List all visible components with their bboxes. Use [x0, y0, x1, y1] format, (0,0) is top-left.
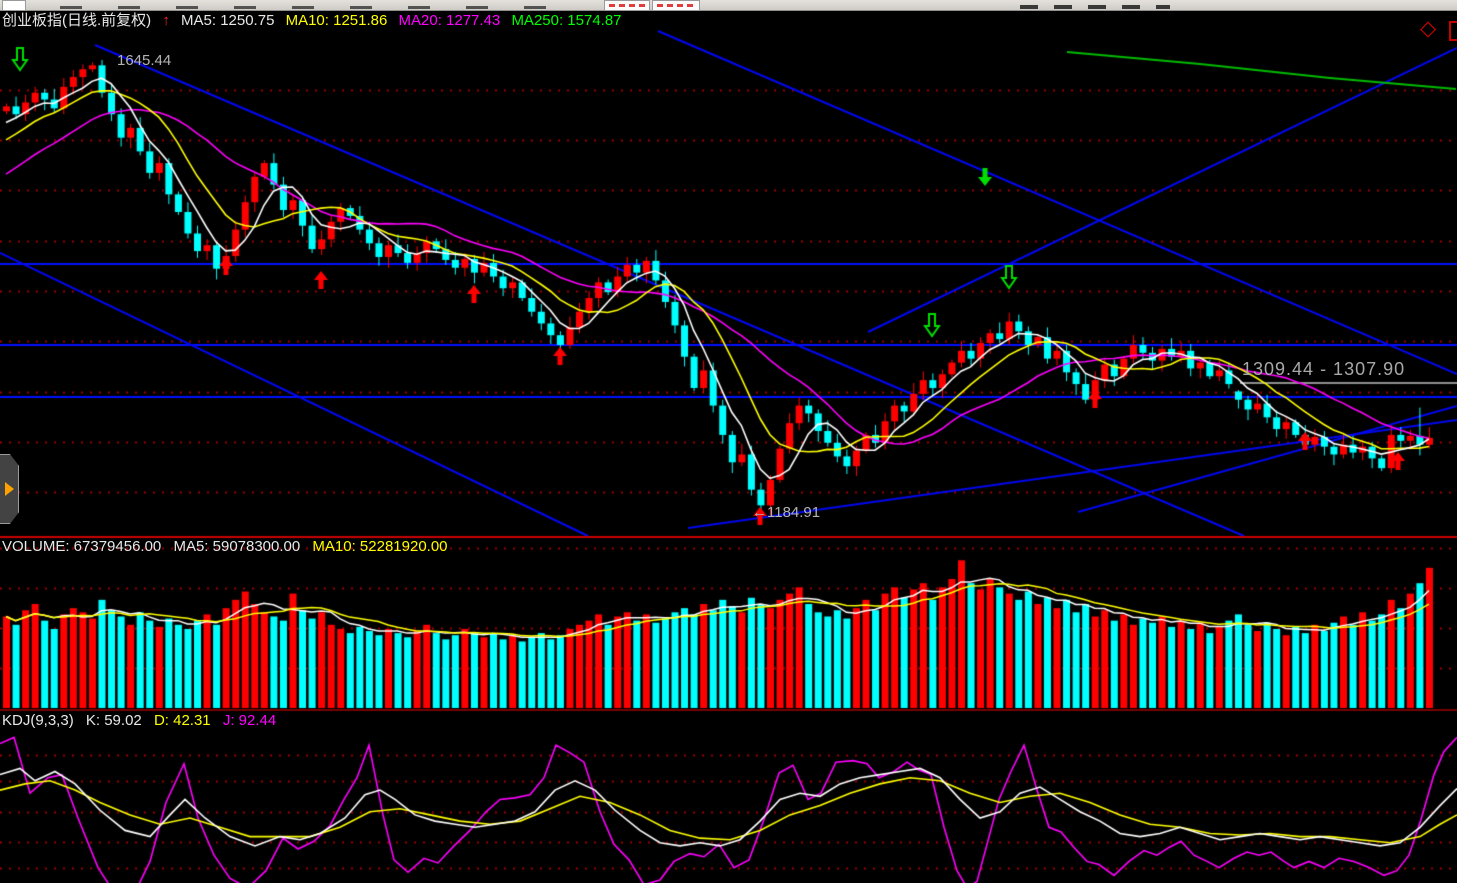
chart-header: 创业板指(日线.前复权) ↑ MA5: 1250.75 MA10: 1251.8…: [2, 13, 629, 28]
ma10-value[interactable]: MA10: 1251.86: [285, 12, 388, 29]
corner-diamond-icon[interactable]: ◇: [1420, 17, 1437, 40]
ma250-value[interactable]: MA250: 1574.87: [511, 12, 622, 29]
up-arrow-icon: ↑: [162, 12, 170, 29]
volume-value[interactable]: VOLUME: 67379456.00: [2, 538, 162, 555]
kdj-header: KDJ(9,3,3) K: 59.02 D: 42.31 J: 92.44: [2, 713, 284, 728]
kdj-j-value: J: 92.44: [222, 712, 277, 729]
ma5-value[interactable]: MA5: 1250.75: [181, 12, 275, 29]
gap-price-label: 1309.44 - 1307.90: [1242, 359, 1406, 379]
symbol-title[interactable]: 创业板指(日线.前复权): [2, 12, 152, 29]
volume-ma5-value: MA5: 59078300.00: [173, 538, 301, 555]
ma20-value[interactable]: MA20: 1277.43: [398, 12, 501, 29]
peak-price-label: 1645.44: [117, 52, 172, 69]
kdj-title[interactable]: KDJ(9,3,3): [2, 712, 74, 729]
trough-price-label: ←1184.91: [752, 504, 821, 521]
corner-clipped-icon: [1449, 21, 1457, 41]
sidebar-expand-handle[interactable]: [0, 454, 19, 524]
kdj-d-value: D: 42.31: [153, 712, 211, 729]
kdj-k-value: K: 59.02: [85, 712, 142, 729]
expand-arrow-icon: [5, 482, 14, 496]
volume-header: VOLUME: 67379456.00 MA5: 59078300.00 MA1…: [2, 539, 456, 554]
volume-ma10-value: MA10: 52281920.00: [312, 538, 448, 555]
